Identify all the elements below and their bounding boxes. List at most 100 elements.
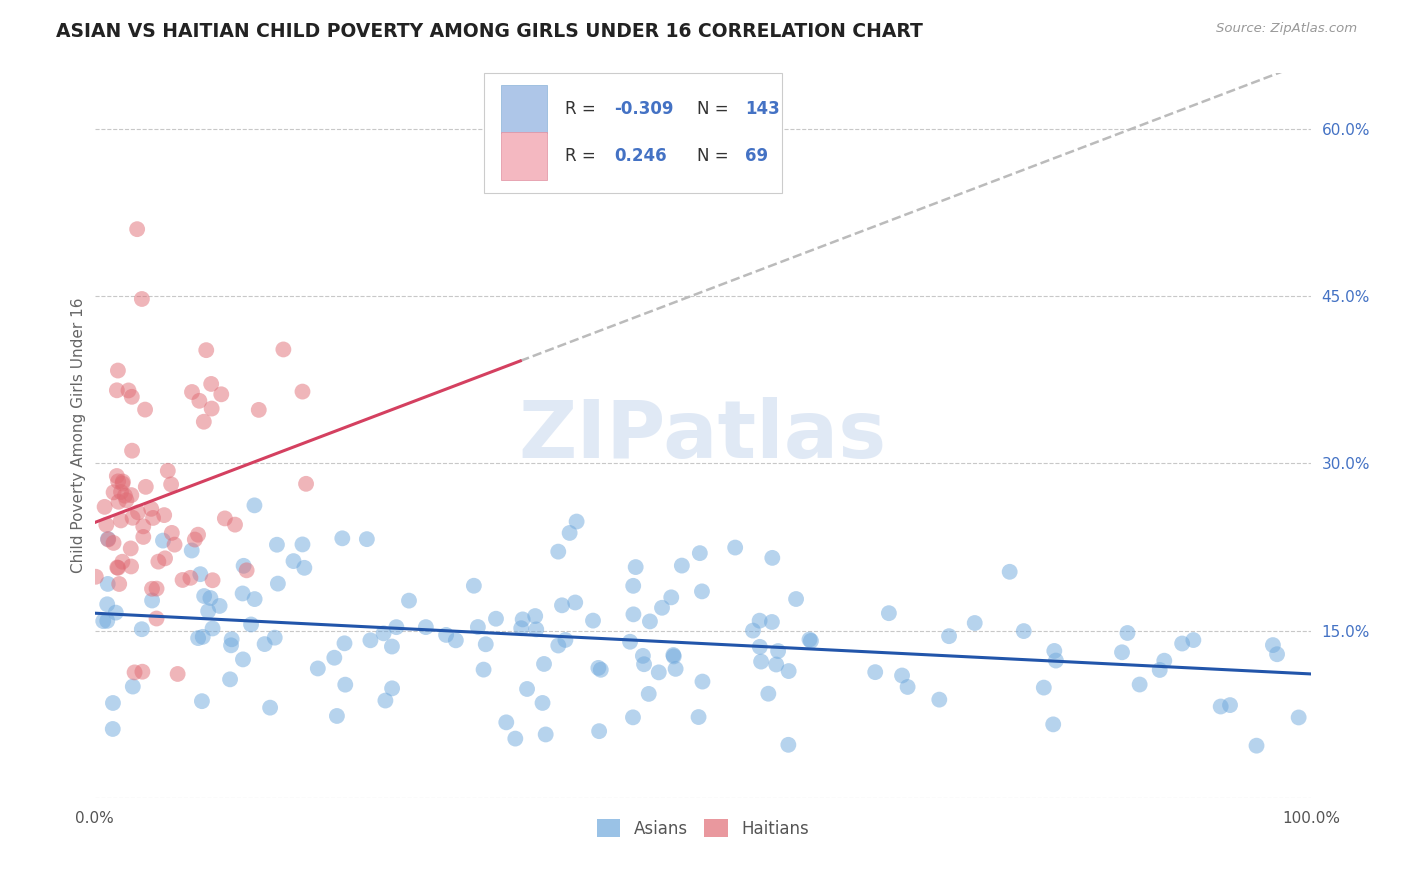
Point [749, 655, 772, 669]
Point [124, 665, 146, 680]
Point [998, 565, 1021, 579]
Point [463, 579, 485, 593]
Point [588, 724, 610, 739]
Point [637, 687, 659, 701]
Point [232, 586, 254, 600]
Point [253, 637, 276, 651]
Point [184, 533, 207, 547]
Text: ZIPatlas: ZIPatlas [519, 397, 887, 475]
Point [472, 663, 495, 677]
Point [778, 664, 800, 678]
Point [153, 508, 176, 522]
Point [665, 662, 688, 676]
Point [201, 622, 224, 636]
Point [564, 595, 586, 609]
Point [778, 738, 800, 752]
Point [516, 681, 538, 696]
Point [93, 500, 115, 514]
Text: N =: N = [697, 147, 734, 165]
Point [761, 550, 783, 565]
Point [131, 665, 153, 679]
Point [145, 611, 167, 625]
Point [188, 393, 211, 408]
Point [163, 538, 186, 552]
Point [671, 558, 693, 573]
Point [131, 292, 153, 306]
Point [1153, 654, 1175, 668]
Point [1042, 717, 1064, 731]
Point [1129, 677, 1152, 691]
Point [153, 551, 176, 566]
Point [748, 614, 770, 628]
Point [197, 604, 219, 618]
Point [110, 513, 132, 527]
Point [1209, 699, 1232, 714]
Point [141, 501, 163, 516]
Point [326, 709, 349, 723]
Text: 69: 69 [745, 147, 769, 165]
Point [243, 499, 266, 513]
Point [97, 532, 120, 546]
Point [444, 633, 467, 648]
Text: R =: R = [565, 147, 602, 165]
Point [565, 515, 588, 529]
Point [145, 582, 167, 596]
Point [107, 561, 129, 575]
Point [181, 384, 204, 399]
Point [624, 560, 647, 574]
Point [105, 560, 128, 574]
Point [160, 477, 183, 491]
Point [1111, 645, 1133, 659]
Point [551, 599, 574, 613]
Point [115, 493, 138, 508]
Point [224, 517, 246, 532]
Point [659, 591, 682, 605]
Point [97, 533, 120, 547]
Point [105, 469, 128, 483]
Text: Source: ZipAtlas.com: Source: ZipAtlas.com [1216, 22, 1357, 36]
Y-axis label: Child Poverty Among Girls Under 16: Child Poverty Among Girls Under 16 [72, 298, 86, 574]
Point [724, 541, 747, 555]
Point [662, 649, 685, 664]
Point [799, 632, 821, 647]
Point [1043, 644, 1066, 658]
Point [134, 402, 156, 417]
Point [131, 622, 153, 636]
Point [103, 536, 125, 550]
Point [105, 384, 128, 398]
Point [547, 544, 569, 558]
Point [156, 464, 179, 478]
Point [191, 630, 214, 644]
Point [111, 475, 134, 489]
Point [273, 343, 295, 357]
Point [373, 626, 395, 640]
Point [510, 621, 533, 635]
Point [200, 591, 222, 605]
Point [534, 727, 557, 741]
Point [1261, 638, 1284, 652]
Point [142, 511, 165, 525]
Point [141, 582, 163, 596]
Point [333, 636, 356, 650]
Point [359, 633, 381, 648]
Point [554, 632, 576, 647]
Point [374, 693, 396, 707]
Point [152, 533, 174, 548]
Point [1032, 681, 1054, 695]
Point [524, 609, 547, 624]
Point [766, 644, 789, 658]
Point [291, 384, 314, 399]
Point [187, 527, 209, 541]
Point [1219, 698, 1241, 712]
Point [191, 694, 214, 708]
Point [533, 657, 555, 671]
Point [107, 495, 129, 509]
Point [692, 674, 714, 689]
Text: 143: 143 [745, 100, 780, 119]
Point [292, 561, 315, 575]
Point [415, 620, 437, 634]
Point [117, 384, 139, 398]
Point [291, 537, 314, 551]
Point [1149, 663, 1171, 677]
Point [214, 511, 236, 525]
